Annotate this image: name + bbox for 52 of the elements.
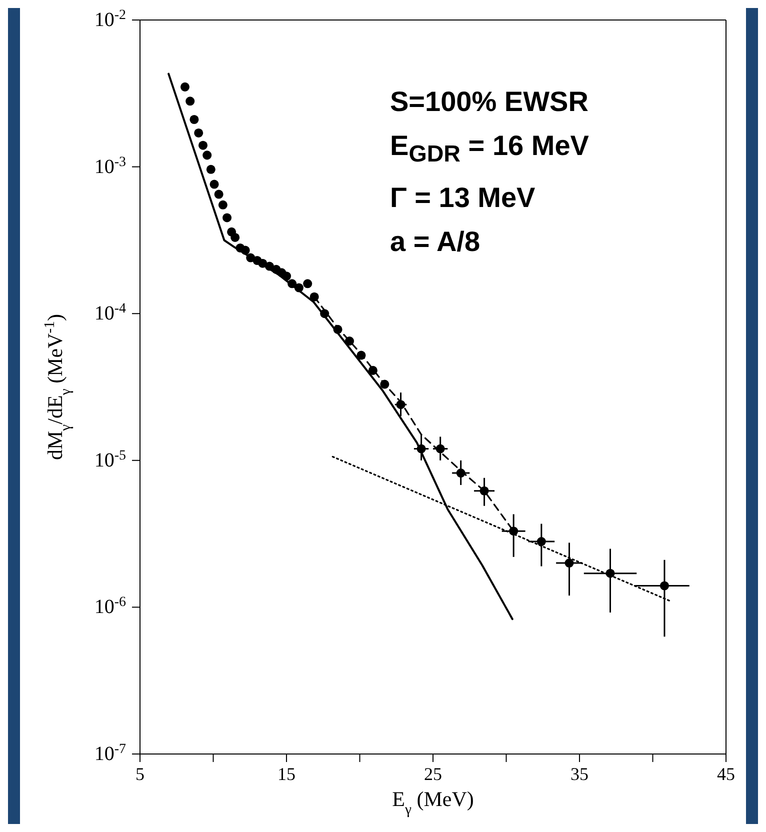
point bbox=[194, 128, 204, 138]
annotation: E$_{GDR}$ = 16 MeV bbox=[390, 129, 589, 169]
point bbox=[509, 526, 518, 536]
x-axis-title: E$_{γ}$ (MeV) bbox=[392, 787, 474, 818]
point bbox=[294, 283, 304, 292]
point bbox=[660, 581, 669, 590]
point bbox=[264, 262, 274, 271]
y-tick-label: 10$^{-2}$ bbox=[94, 8, 126, 31]
y-tick-label: 10$^{-5}$ bbox=[94, 448, 126, 472]
y-tick-label: 10$^{-3}$ bbox=[94, 154, 126, 178]
y-tick-label: 10$^{-4}$ bbox=[94, 301, 126, 325]
point bbox=[288, 279, 297, 288]
point bbox=[344, 336, 354, 346]
annotation: S=100% EWSR bbox=[390, 85, 589, 119]
x-tick-label: 25 bbox=[424, 764, 442, 784]
point bbox=[214, 190, 224, 199]
point bbox=[310, 292, 319, 302]
annotation: Γ = 13 MeV bbox=[390, 180, 536, 215]
point bbox=[210, 180, 219, 189]
point bbox=[564, 558, 574, 568]
point bbox=[303, 279, 312, 288]
point bbox=[240, 246, 250, 255]
point bbox=[333, 324, 342, 334]
x-tick-label: 45 bbox=[717, 764, 735, 784]
point bbox=[606, 568, 615, 578]
point bbox=[480, 486, 489, 496]
point bbox=[368, 366, 378, 375]
y-tick-label: 10$^{-7}$ bbox=[94, 742, 126, 765]
point bbox=[436, 444, 445, 454]
y-tick-label: 10$^{-6}$ bbox=[94, 594, 126, 618]
point bbox=[222, 213, 232, 222]
x-tick-label: 5 bbox=[136, 764, 144, 784]
x-tick-label: 35 bbox=[570, 764, 588, 784]
point bbox=[456, 468, 466, 478]
point bbox=[180, 82, 190, 92]
annotation: a = A/8 bbox=[390, 224, 482, 259]
point bbox=[206, 164, 216, 174]
point bbox=[536, 537, 546, 546]
point bbox=[190, 114, 199, 124]
point bbox=[202, 150, 212, 160]
point bbox=[396, 400, 406, 410]
point bbox=[380, 380, 390, 389]
x-tick-label: 15 bbox=[278, 764, 296, 784]
point bbox=[230, 232, 240, 242]
point bbox=[186, 96, 195, 106]
point bbox=[356, 350, 366, 360]
point bbox=[218, 200, 228, 210]
point bbox=[198, 140, 208, 150]
point bbox=[320, 309, 330, 318]
point bbox=[282, 272, 292, 281]
point bbox=[416, 444, 426, 454]
point bbox=[258, 258, 268, 268]
